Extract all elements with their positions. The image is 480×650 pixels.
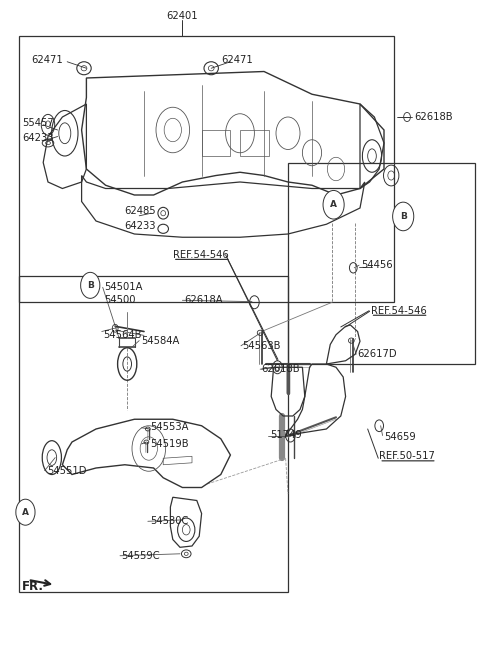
Circle shape	[323, 190, 344, 219]
Text: 64233: 64233	[124, 220, 156, 231]
Text: 54456: 54456	[361, 260, 393, 270]
Text: 62618A: 62618A	[184, 295, 222, 306]
Text: 64233: 64233	[23, 133, 54, 143]
Text: 54659: 54659	[384, 432, 416, 442]
Text: 62471: 62471	[31, 55, 63, 65]
Text: 54584A: 54584A	[142, 335, 180, 346]
Text: A: A	[22, 508, 29, 517]
Text: 54519B: 54519B	[150, 439, 188, 449]
Text: 54559C: 54559C	[121, 551, 159, 561]
Text: 54500: 54500	[105, 295, 136, 306]
Text: 54530C: 54530C	[150, 516, 188, 526]
Text: 62618B: 62618B	[414, 112, 452, 122]
Text: 54501A: 54501A	[105, 282, 143, 293]
Text: REF.50-517: REF.50-517	[379, 451, 435, 462]
Text: B: B	[400, 212, 407, 221]
Circle shape	[393, 202, 414, 231]
Text: 62471: 62471	[221, 55, 253, 65]
Text: REF.54-546: REF.54-546	[371, 306, 426, 316]
Text: 62485: 62485	[124, 206, 156, 216]
Text: 54553A: 54553A	[150, 422, 188, 432]
Text: 51749: 51749	[270, 430, 301, 441]
Text: FR.: FR.	[22, 580, 44, 593]
Text: 62401: 62401	[167, 11, 198, 21]
Text: A: A	[330, 200, 337, 209]
Circle shape	[16, 499, 35, 525]
Text: B: B	[87, 281, 94, 290]
Text: 54551D: 54551D	[47, 465, 86, 476]
Circle shape	[81, 272, 100, 298]
Text: 62617D: 62617D	[358, 349, 397, 359]
Text: 62618B: 62618B	[262, 364, 300, 374]
Text: 54563B: 54563B	[242, 341, 281, 351]
Text: 55457: 55457	[23, 118, 54, 129]
Text: 54564B: 54564B	[103, 330, 142, 340]
Text: REF.54-546: REF.54-546	[173, 250, 228, 260]
